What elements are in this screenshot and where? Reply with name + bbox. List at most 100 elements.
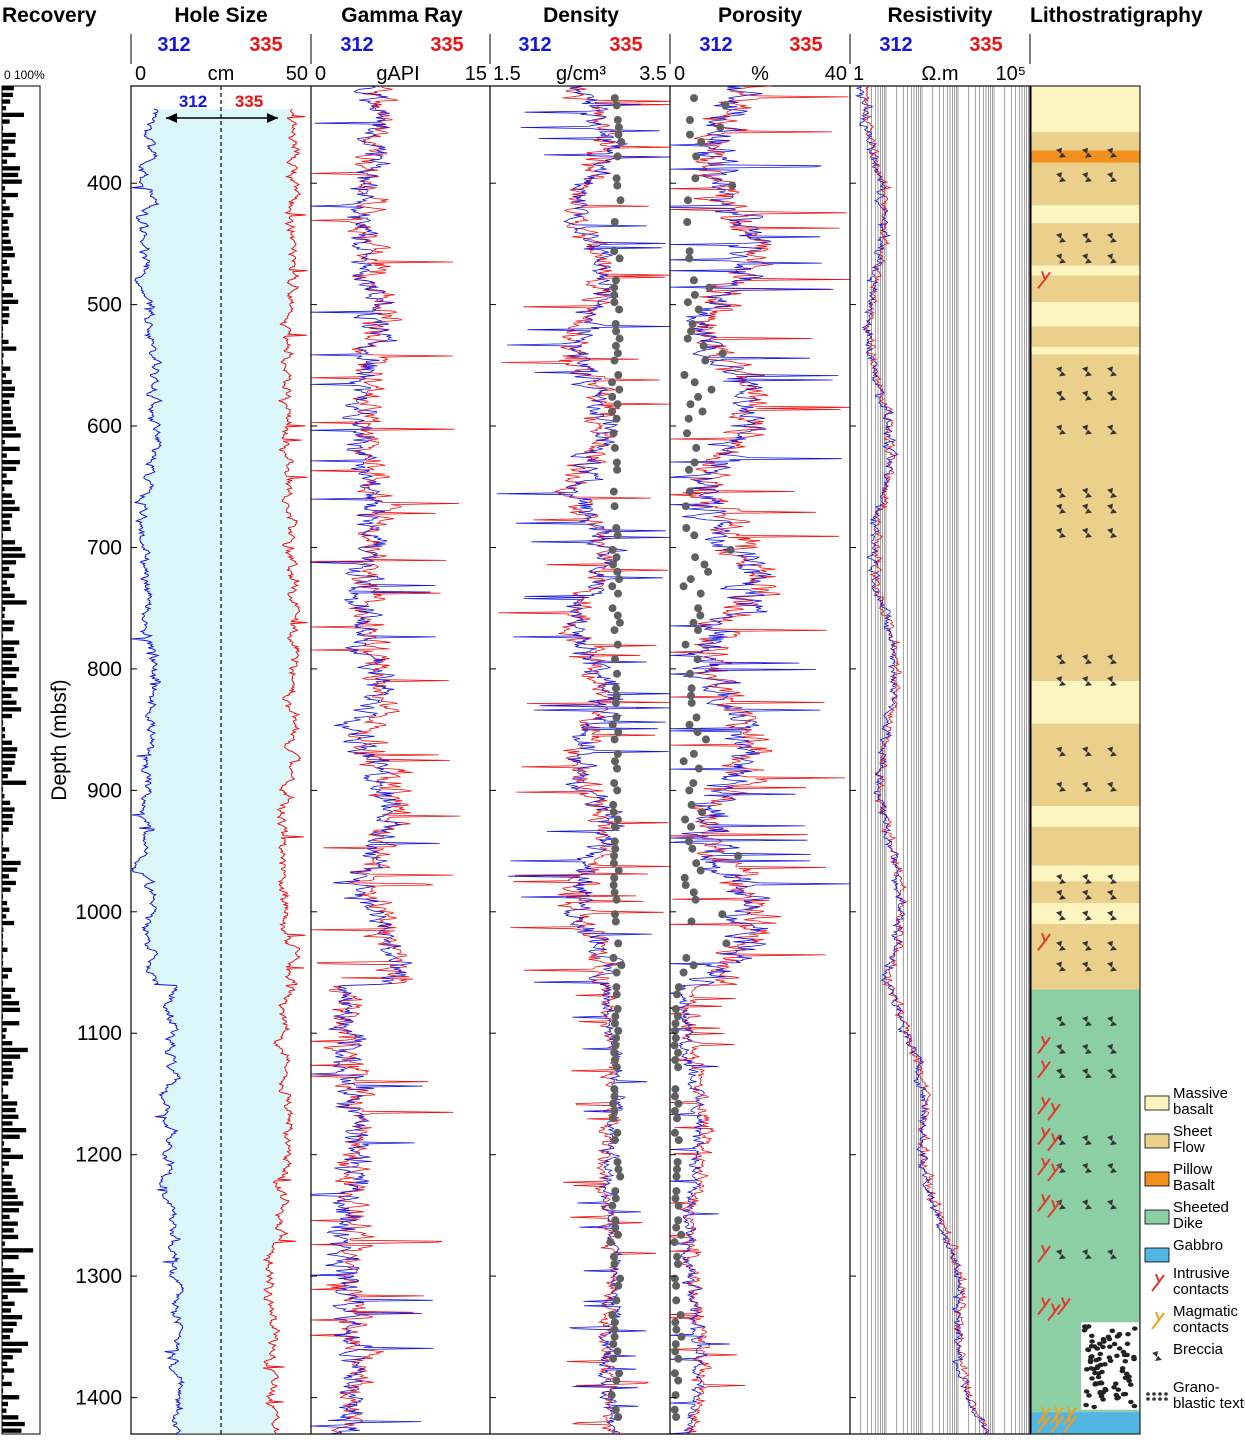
core-porosity-dot <box>702 735 710 744</box>
recovery-bar <box>2 446 20 451</box>
log-curves <box>130 85 990 1435</box>
core-density-dot <box>615 254 624 263</box>
recovery-bar <box>2 940 4 946</box>
legend-label: Massive <box>1173 1085 1228 1102</box>
breccia-symbol <box>1082 424 1092 435</box>
recovery-bar <box>2 433 21 438</box>
recovery-bar <box>2 640 20 645</box>
core-density-dot <box>608 720 617 729</box>
breccia-symbol <box>1082 1163 1092 1174</box>
curve-porosity-335 <box>669 85 851 1434</box>
recovery-bar <box>2 466 17 471</box>
core-density-dot <box>610 356 619 365</box>
depth-axis-label: Depth (mbsf) <box>48 679 71 800</box>
recovery-bar <box>2 112 24 117</box>
granoblastic-dot <box>1120 1392 1127 1397</box>
core-porosity-dot <box>673 1114 681 1123</box>
granoblastic-dot <box>1100 1397 1106 1402</box>
recovery-bar <box>2 232 9 238</box>
recovery-bar <box>2 1148 11 1153</box>
core-density-dot <box>608 1311 617 1319</box>
core-porosity-dot <box>687 822 695 831</box>
legend-swatch <box>1144 1133 1170 1149</box>
recovery-bar <box>2 1308 11 1313</box>
core-density-dot <box>614 866 623 875</box>
recovery-bar <box>2 566 10 572</box>
core-porosity-dot <box>686 400 695 409</box>
recovery-bar <box>2 1121 13 1126</box>
core-porosity-dot <box>690 458 699 467</box>
granoblastic-dot <box>1094 1346 1101 1351</box>
breccia-symbol <box>1056 147 1066 158</box>
recovery-bar <box>2 279 12 284</box>
core-porosity-dot <box>694 305 703 314</box>
recovery-bar <box>2 560 17 565</box>
arrow-label-335: 335 <box>235 92 263 111</box>
granoblastic-dot <box>1114 1353 1120 1359</box>
recovery-bar <box>2 119 10 124</box>
recovery-bar <box>2 1348 22 1353</box>
core-porosity-dot <box>670 1238 679 1247</box>
core-density-dot <box>611 917 620 926</box>
recovery-bar <box>2 386 15 391</box>
curve-gamma-ray-312 <box>310 85 440 1434</box>
recovery-bar <box>2 800 11 805</box>
core-density-dot <box>608 1201 617 1210</box>
resistivity-log-grid <box>860 86 1029 1434</box>
core-density-dot <box>610 94 619 103</box>
core-porosity-dot <box>681 881 690 890</box>
magmatic-contact <box>1037 1414 1051 1433</box>
intrusive-contact <box>1047 1199 1061 1218</box>
core-density-dot <box>608 582 617 591</box>
core-density-dot <box>611 1041 620 1050</box>
core-density-dot <box>609 808 618 817</box>
core-porosity-dot <box>674 1376 683 1385</box>
legend-dot <box>1164 1397 1168 1401</box>
recovery-bar <box>2 687 18 692</box>
core-density-dot <box>612 895 621 904</box>
core-porosity-dot <box>683 334 692 343</box>
recovery-bar <box>2 1375 4 1380</box>
track-title-gamma-ray: Gamma Ray <box>341 4 463 27</box>
intrusive-contact <box>1047 1133 1061 1152</box>
breccia-symbol <box>1107 874 1117 885</box>
recovery-bar <box>2 1067 14 1073</box>
core-density-dot <box>614 589 622 598</box>
core-density-dot <box>615 305 624 314</box>
core-porosity-dot <box>700 560 709 569</box>
core-density-dot <box>613 465 622 474</box>
recovery-bar <box>2 306 9 311</box>
recovery-bar <box>2 1228 14 1233</box>
recovery-bar <box>2 1428 22 1433</box>
recovery-bar <box>2 1134 20 1139</box>
core-porosity-dot <box>694 764 703 773</box>
recovery-bar <box>2 900 8 906</box>
core-density-dot <box>613 764 621 773</box>
legend-swatch <box>1144 1247 1170 1263</box>
breccia-symbol <box>1152 1351 1162 1361</box>
curve-hole-size-312 <box>130 108 185 1435</box>
core-porosity-dot <box>699 341 708 350</box>
breccia-symbol <box>1082 147 1092 158</box>
core-density-dot <box>610 888 619 897</box>
core-porosity-dot <box>672 1172 681 1181</box>
core-density-dot <box>610 735 619 744</box>
legend-label: contacts <box>1173 1281 1229 1298</box>
recovery-bar <box>2 907 10 912</box>
litho-unit <box>1031 326 1140 348</box>
core-density-dot <box>606 1238 615 1247</box>
recovery-bar <box>2 914 7 919</box>
breccia-symbol <box>1107 253 1117 264</box>
recovery-bar <box>2 353 4 358</box>
breccia-symbol <box>1107 1163 1117 1174</box>
granoblastic-dot <box>1119 1366 1126 1371</box>
recovery-bar <box>2 406 11 411</box>
granoblastic-dot <box>1113 1392 1120 1398</box>
recovery-bar <box>2 1201 24 1206</box>
breccia-symbol <box>1056 527 1066 538</box>
core-porosity-dot <box>673 990 681 999</box>
recovery-bar <box>2 1248 34 1253</box>
